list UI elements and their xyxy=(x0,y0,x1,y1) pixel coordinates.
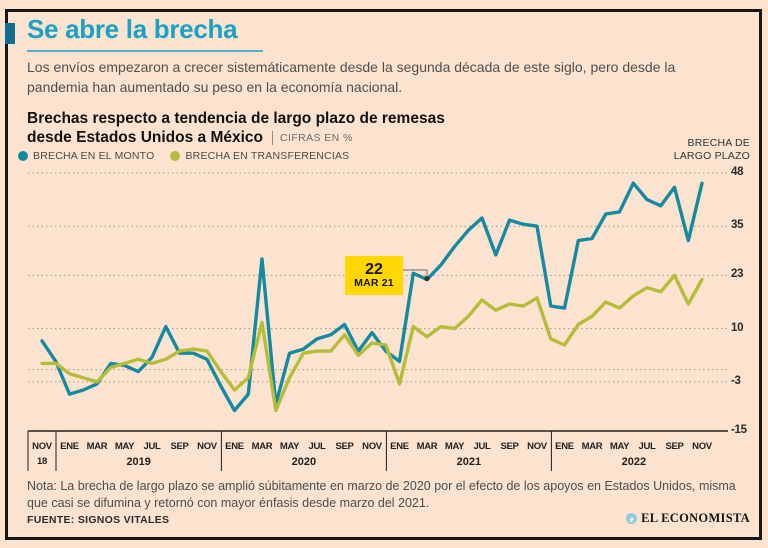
x-label-month: MAY xyxy=(114,441,135,452)
title-underline xyxy=(27,50,263,52)
y-tick-label: -15 xyxy=(731,424,747,436)
right-axis-label-line2: LARGO PLAZO xyxy=(673,150,750,163)
series-line-0 xyxy=(40,181,704,413)
x-label-month: NOV xyxy=(527,441,547,452)
annotation-connector xyxy=(403,269,428,276)
footnote: Nota: La brecha de largo plazo se amplió… xyxy=(27,479,736,510)
x-label-month: NOV xyxy=(692,441,712,452)
legend-label-transferencias: BRECHA EN TRANSFERENCIAS xyxy=(185,150,350,162)
y-tick-label: -3 xyxy=(731,374,741,387)
x-label-month: JUL xyxy=(143,441,161,452)
annotation-value: 22 xyxy=(365,260,383,278)
y-tick-label: 23 xyxy=(731,268,744,281)
x-label-month: SEP xyxy=(170,441,189,452)
brand-logo: e EL ECONOMISTA xyxy=(626,511,750,526)
legend-dot-transferencias-icon xyxy=(170,151,181,161)
x-label-month: ENE xyxy=(555,441,574,452)
source-credit: FUENTE: SIGNOS VITALES xyxy=(27,514,170,526)
legend-dot-monto-icon xyxy=(18,151,28,161)
brand-name: EL ECONOMISTA xyxy=(641,511,750,525)
title-accent-square xyxy=(5,23,15,44)
title-divider xyxy=(272,131,274,146)
x-label-year: 18 xyxy=(37,456,47,467)
right-axis-label: BRECHA DE LARGO PLAZO xyxy=(648,137,750,163)
x-label-month: ENE xyxy=(60,441,79,452)
legend-item-transferencias: BRECHA EN TRANSFERENCIAS xyxy=(170,150,349,162)
y-tick-label: 48 xyxy=(731,166,744,178)
right-axis-label-line1: BRECHA DE xyxy=(687,137,750,149)
annotation-date: MAR 21 xyxy=(354,277,394,290)
x-label-month: NOV xyxy=(197,441,217,452)
chart-title-line1: Brechas respecto a tendencia de largo pl… xyxy=(27,110,445,127)
x-label-month: MAY xyxy=(444,441,465,452)
x-label-month: ENE xyxy=(390,441,409,452)
x-label-year: 2021 xyxy=(456,456,482,468)
x-label-month: MAR xyxy=(416,441,438,452)
annotation-point-icon xyxy=(424,275,430,282)
y-tick-label: 10 xyxy=(731,321,744,334)
chart-legend: BRECHA EN EL MONTO BRECHA EN TRANSFERENC… xyxy=(18,150,349,162)
x-label-month: NOV xyxy=(32,441,52,452)
x-label-month: JUL xyxy=(638,441,656,452)
x-label-month: MAY xyxy=(279,441,300,452)
x-label-month: SEP xyxy=(335,441,354,452)
chart-title-line2: desde Estados Unidos a México xyxy=(27,129,264,147)
legend-item-monto: BRECHA EN EL MONTO xyxy=(18,150,154,162)
x-label-month: MAR xyxy=(86,441,108,452)
legend-label-monto: BRECHA EN EL MONTO xyxy=(33,150,155,162)
x-label-month: MAR xyxy=(251,441,273,452)
brand-circle-e-icon: e xyxy=(626,513,638,524)
x-label-month: ENE xyxy=(225,441,244,452)
annotation-callout: 22 MAR 21 xyxy=(345,256,403,295)
x-label-year: 2020 xyxy=(291,456,317,468)
x-label-month: JUL xyxy=(473,441,491,452)
x-label-month: MAR xyxy=(581,441,603,452)
x-label-month: MAY xyxy=(609,441,630,452)
intro-text: Los envíos empezaron a crecer sistemátic… xyxy=(27,59,676,95)
x-label-month: JUL xyxy=(308,441,326,452)
chart-title: Brechas respecto a tendencia de largo pl… xyxy=(27,109,445,148)
x-label-year: 2019 xyxy=(126,456,151,468)
x-label-month: SEP xyxy=(665,441,684,452)
y-tick-label: 35 xyxy=(731,219,744,232)
x-label-month: SEP xyxy=(500,441,519,452)
series-line-1 xyxy=(40,273,704,413)
x-label-year: 2022 xyxy=(621,456,647,468)
units-label: CIFRAS EN % xyxy=(280,131,353,144)
x-label-month: NOV xyxy=(362,441,382,452)
page-title: Se abre la brecha xyxy=(27,14,238,44)
